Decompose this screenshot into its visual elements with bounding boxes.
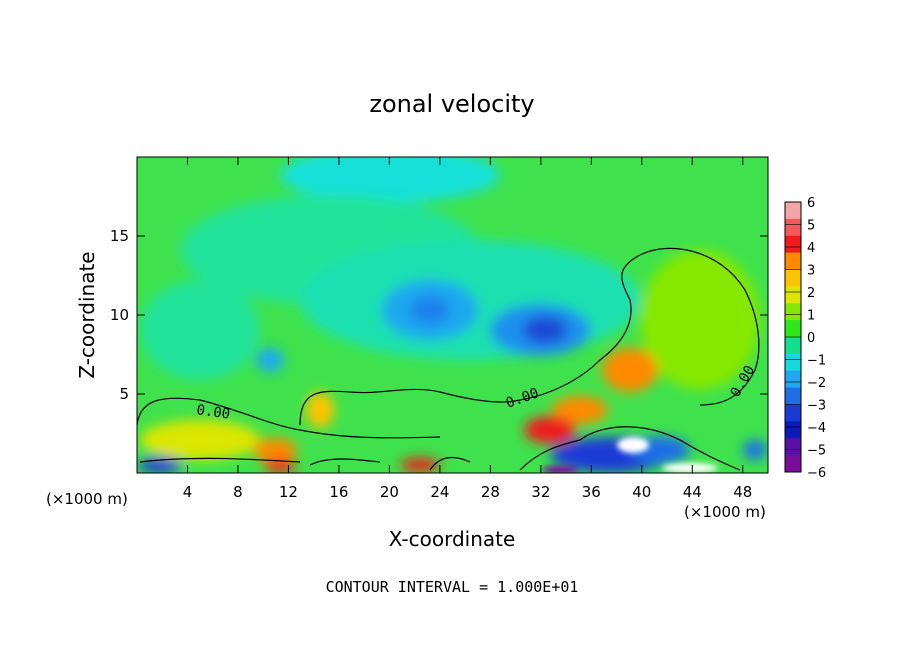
colorbar-swatch bbox=[785, 303, 801, 321]
x-axis: 4 8 12 16 20 24 28 32 36 40 44 48 bbox=[183, 157, 752, 501]
y-tick-label: 15 bbox=[110, 227, 129, 245]
colorbar-tick-label: 5 bbox=[807, 219, 815, 234]
colorbar-tick-label: 4 bbox=[807, 241, 815, 256]
x-unit-label-left: (×1000 m) bbox=[46, 490, 128, 508]
x-unit-label-right: (×1000 m) bbox=[684, 503, 766, 521]
zero-contour-right bbox=[299, 247, 760, 426]
y-tick-label: 5 bbox=[119, 385, 129, 403]
y-axis-label: Z-coordinate bbox=[75, 251, 99, 378]
colorbar-swatch bbox=[785, 404, 801, 422]
plot-area: 0.00 0.00 0.00 bbox=[137, 157, 768, 473]
contour-label-1: 0.00 bbox=[195, 402, 231, 423]
colorbar-swatch bbox=[785, 337, 801, 355]
colorbar-tick-label: −6 bbox=[807, 466, 826, 481]
x-tick-label: 20 bbox=[380, 483, 399, 501]
colorbar-swatch bbox=[785, 421, 801, 439]
x-tick-label: 12 bbox=[279, 483, 298, 501]
x-tick-label: 44 bbox=[683, 483, 702, 501]
colorbar-tick-label: −5 bbox=[807, 444, 826, 459]
colorbar-swatch bbox=[785, 252, 801, 270]
colorbar-swatch bbox=[785, 202, 801, 220]
colorbar-swatch bbox=[785, 269, 801, 287]
colorbar-tick-label: −4 bbox=[807, 421, 826, 436]
colorbar-swatch bbox=[785, 370, 801, 389]
zero-contour-left bbox=[137, 397, 441, 439]
x-tick-label: 24 bbox=[430, 483, 449, 501]
colorbar-tick-label: −3 bbox=[807, 399, 826, 414]
colorbar-tick-label: −2 bbox=[807, 376, 826, 391]
x-tick-label: 48 bbox=[733, 483, 752, 501]
y-axis: 5 10 15 bbox=[110, 227, 768, 403]
colorbar-swatch bbox=[785, 218, 801, 237]
x-tick-label: 4 bbox=[183, 483, 193, 501]
x-tick-label: 8 bbox=[233, 483, 243, 501]
colorbar-tick-label: 2 bbox=[807, 286, 815, 301]
colorbar-tick-label: 1 bbox=[807, 309, 815, 324]
x-tick-label: 40 bbox=[632, 483, 651, 501]
colorbar-swatch bbox=[785, 455, 801, 473]
x-axis-label: X-coordinate bbox=[389, 527, 516, 551]
colorbar: 6 5 4 3 2 1 0 −1 −2 −3 −4 −5 −6 bbox=[784, 196, 826, 481]
colorbar-swatch bbox=[785, 235, 801, 254]
colorbar-tick-label: 0 bbox=[807, 331, 815, 346]
x-tick-label: 28 bbox=[481, 483, 500, 501]
colorbar-swatch bbox=[785, 387, 801, 405]
x-tick-label: 32 bbox=[531, 483, 550, 501]
zero-contour-bottom bbox=[139, 426, 741, 471]
x-tick-label: 16 bbox=[329, 483, 348, 501]
chart-title: zonal velocity bbox=[369, 90, 534, 118]
x-tick-label: 36 bbox=[582, 483, 601, 501]
y-tick-label: 10 bbox=[110, 306, 129, 324]
colorbar-swatch bbox=[785, 320, 801, 338]
field-highlights bbox=[542, 437, 718, 473]
colorbar-tick-label: −1 bbox=[807, 354, 826, 369]
colorbar-tick-label: 3 bbox=[807, 264, 815, 279]
colorbar-swatch bbox=[785, 286, 801, 304]
footer-contour-interval: CONTOUR INTERVAL = 1.000E+01 bbox=[326, 578, 579, 596]
colorbar-swatch bbox=[785, 353, 801, 372]
colorbar-tick-label: 6 bbox=[807, 196, 815, 211]
colorbar-swatch bbox=[785, 438, 801, 456]
